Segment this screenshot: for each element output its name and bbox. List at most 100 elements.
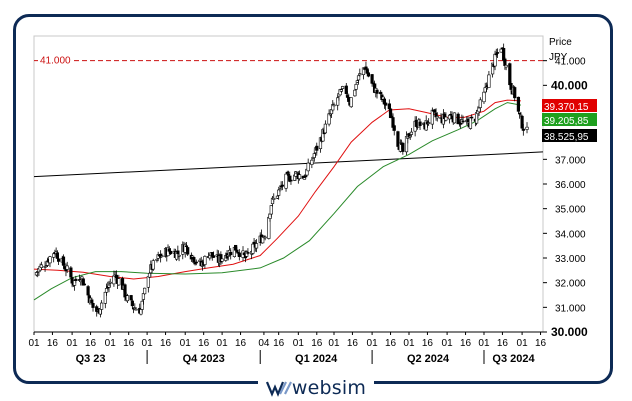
candle-body — [284, 173, 288, 189]
candle-body — [356, 75, 361, 81]
quarter-label: Q2 2024 — [407, 353, 450, 365]
candle-body — [310, 159, 314, 165]
candle-body — [304, 175, 308, 178]
candle-body — [344, 85, 348, 94]
candle-body — [470, 116, 474, 119]
quarter-label: Q1 2024 — [295, 353, 338, 365]
x-tick-label: 16 — [311, 338, 323, 349]
candle-body — [490, 62, 495, 75]
x-tick-label: 16 — [235, 338, 247, 349]
candle-body — [69, 267, 73, 278]
x-tick-label: 01 — [105, 338, 117, 349]
candle-body — [220, 258, 224, 262]
x-tick-label: 01 — [67, 338, 79, 349]
y-tick-label: 41.000 — [555, 57, 586, 68]
candle-body — [513, 87, 517, 99]
brand-name: websim — [291, 377, 367, 399]
x-tick-label: 01 — [328, 338, 340, 349]
candle-body — [134, 308, 138, 311]
candle-body — [340, 86, 345, 90]
candle-body — [90, 299, 94, 304]
y-axis-label-price: Price — [549, 37, 572, 48]
candle-body — [525, 126, 529, 130]
candle-body — [509, 82, 513, 90]
candle-body — [254, 243, 259, 249]
x-tick-label: 01 — [478, 338, 490, 349]
candle-body — [203, 256, 207, 265]
candle-body — [74, 278, 78, 281]
candles-layer — [34, 43, 529, 318]
x-tick-label: 01 — [28, 338, 40, 349]
candle-body — [52, 253, 56, 258]
candle-body — [315, 145, 319, 151]
candle-body — [48, 256, 52, 264]
candle-body — [194, 261, 198, 264]
candle-body — [375, 89, 379, 94]
candle-body — [143, 287, 147, 295]
y-tick-label: 31.000 — [555, 303, 586, 314]
candle-body — [108, 281, 112, 284]
candle-body — [65, 265, 69, 270]
x-tick-label: 01 — [142, 338, 154, 349]
candle-body — [435, 116, 439, 119]
candle-body — [39, 264, 43, 268]
candle-body — [186, 247, 190, 255]
candle-body — [56, 258, 61, 262]
candle-body — [358, 73, 362, 76]
candle-body — [211, 255, 216, 258]
candle-body — [263, 236, 267, 239]
quarter-label: Q3 23 — [76, 353, 106, 365]
y-tick-label: 32.000 — [555, 279, 586, 290]
x-tick-label: 16 — [385, 338, 397, 349]
candle-body — [444, 116, 448, 121]
candle-body — [354, 84, 358, 90]
x-tick-label: 16 — [47, 338, 59, 349]
x-axis: 01 16 01 16 01 16 01 16 01 16 01 16 04 16 01 16 01 16 01 16… — [28, 331, 547, 365]
moving-average-ma_green — [33, 102, 521, 301]
price-tags-layer: 39.370,15 39.205,85 38.525,95 — [542, 99, 597, 143]
moving-average-ma_red — [33, 99, 521, 280]
quarter-label: Q3 2024 — [492, 353, 535, 365]
candle-body — [384, 102, 388, 106]
trendline-layer — [33, 151, 544, 178]
reference-line-label: 41.000 — [40, 56, 71, 67]
candle-body — [331, 104, 335, 111]
candle-body — [339, 89, 343, 92]
candle-body — [130, 300, 134, 307]
candle-body — [82, 283, 87, 286]
price-tag-label: 38.525,95 — [544, 132, 589, 143]
candle-body — [332, 104, 336, 107]
x-tick-label: 04 — [258, 338, 270, 349]
candle-body — [117, 278, 121, 286]
x-tick-label: 16 — [160, 338, 172, 349]
candle-body — [401, 142, 405, 152]
x-tick-label: 16 — [273, 338, 285, 349]
x-tick-label: 01 — [180, 338, 192, 349]
x-tick-label: 16 — [497, 338, 509, 349]
candle-body — [521, 128, 525, 131]
price-tag-ma_red — [542, 99, 597, 112]
price-tag-ma_green — [542, 113, 597, 126]
y-tick-label: 37.000 — [555, 155, 586, 166]
x-tick-label: 01 — [403, 338, 415, 349]
candle-body — [146, 276, 150, 288]
candle-body — [452, 112, 457, 124]
candle-body — [277, 189, 281, 196]
y-tick-label: 35.000 — [555, 205, 586, 216]
trendline — [33, 151, 544, 178]
moving-average-layer — [33, 99, 521, 301]
candle-body — [168, 250, 173, 255]
candle-body — [160, 255, 164, 258]
candle-body — [177, 254, 181, 257]
candle-body — [91, 303, 95, 308]
candle-body — [184, 245, 189, 248]
candle-body — [272, 197, 276, 200]
candle-body — [151, 260, 155, 270]
reference-line-layer: 41.000 — [34, 52, 543, 67]
candle-body — [318, 137, 323, 149]
x-tick-label: 01 — [517, 338, 529, 349]
candle-body — [418, 121, 422, 126]
brand-logo[interactable]: websim — [258, 376, 374, 400]
candle-body — [323, 123, 327, 134]
